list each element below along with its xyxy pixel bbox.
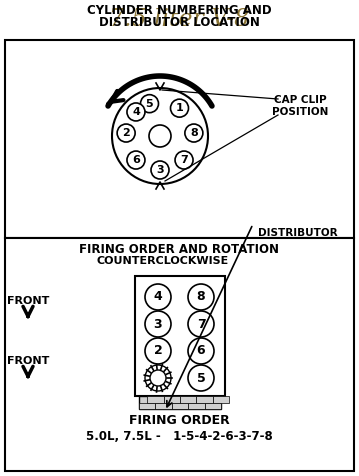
Bar: [5, 40, 354, 238]
Bar: [196, 396, 213, 403]
Text: CAP CLIP
POSITION: CAP CLIP POSITION: [272, 95, 328, 117]
Text: 3: 3: [154, 317, 162, 330]
Circle shape: [145, 338, 171, 364]
Text: 1: 1: [176, 103, 183, 113]
Text: FRONT: FRONT: [7, 356, 49, 366]
Text: DISTRIBUTOR LOCATION: DISTRIBUTOR LOCATION: [99, 16, 260, 29]
Circle shape: [149, 125, 171, 147]
Text: 5.0L, 7.5L -   1-5-4-2-6-3-7-8: 5.0L, 7.5L - 1-5-4-2-6-3-7-8: [86, 429, 272, 443]
Circle shape: [117, 124, 135, 142]
Circle shape: [127, 103, 145, 121]
Bar: [213, 396, 229, 403]
Text: DISTRIBUTOR: DISTRIBUTOR: [258, 228, 337, 238]
Circle shape: [188, 365, 214, 391]
Bar: [188, 403, 205, 409]
Circle shape: [175, 151, 193, 169]
Text: FIRING ORDER: FIRING ORDER: [129, 415, 229, 427]
Bar: [172, 403, 188, 409]
Text: 8: 8: [190, 128, 198, 138]
Circle shape: [188, 284, 214, 310]
Text: 7.5 liter V-8: 7.5 liter V-8: [109, 8, 249, 31]
Text: 5: 5: [197, 371, 205, 385]
Text: 7: 7: [197, 317, 205, 330]
Circle shape: [188, 311, 214, 337]
Bar: [164, 396, 180, 403]
Bar: [155, 403, 172, 409]
Text: CYLINDER NUMBERING AND: CYLINDER NUMBERING AND: [87, 4, 271, 17]
Bar: [5, 238, 354, 471]
Text: 5: 5: [146, 99, 153, 109]
Bar: [139, 403, 155, 409]
Circle shape: [151, 161, 169, 179]
Circle shape: [127, 151, 145, 169]
Bar: [135, 276, 225, 396]
Text: 7: 7: [180, 155, 188, 165]
Circle shape: [145, 311, 171, 337]
Circle shape: [140, 95, 158, 113]
Text: COUNTERCLOCKWISE: COUNTERCLOCKWISE: [97, 256, 229, 266]
Text: 4: 4: [154, 290, 162, 304]
Circle shape: [188, 338, 214, 364]
Text: 4: 4: [132, 107, 140, 117]
Circle shape: [145, 365, 171, 391]
Text: 6: 6: [197, 345, 205, 357]
Text: FRONT: FRONT: [7, 296, 49, 306]
Circle shape: [112, 88, 208, 184]
Bar: [139, 396, 221, 409]
Text: 2: 2: [154, 345, 162, 357]
Circle shape: [150, 370, 166, 386]
Bar: [205, 403, 221, 409]
Bar: [180, 396, 196, 403]
Circle shape: [145, 284, 171, 310]
Bar: [147, 396, 164, 403]
Circle shape: [171, 99, 188, 117]
Text: 3: 3: [156, 165, 164, 175]
Text: FIRING ORDER AND ROTATION: FIRING ORDER AND ROTATION: [79, 243, 279, 256]
Circle shape: [185, 124, 203, 142]
Text: 8: 8: [197, 290, 205, 304]
Text: 6: 6: [132, 155, 140, 165]
Text: 2: 2: [122, 128, 130, 138]
